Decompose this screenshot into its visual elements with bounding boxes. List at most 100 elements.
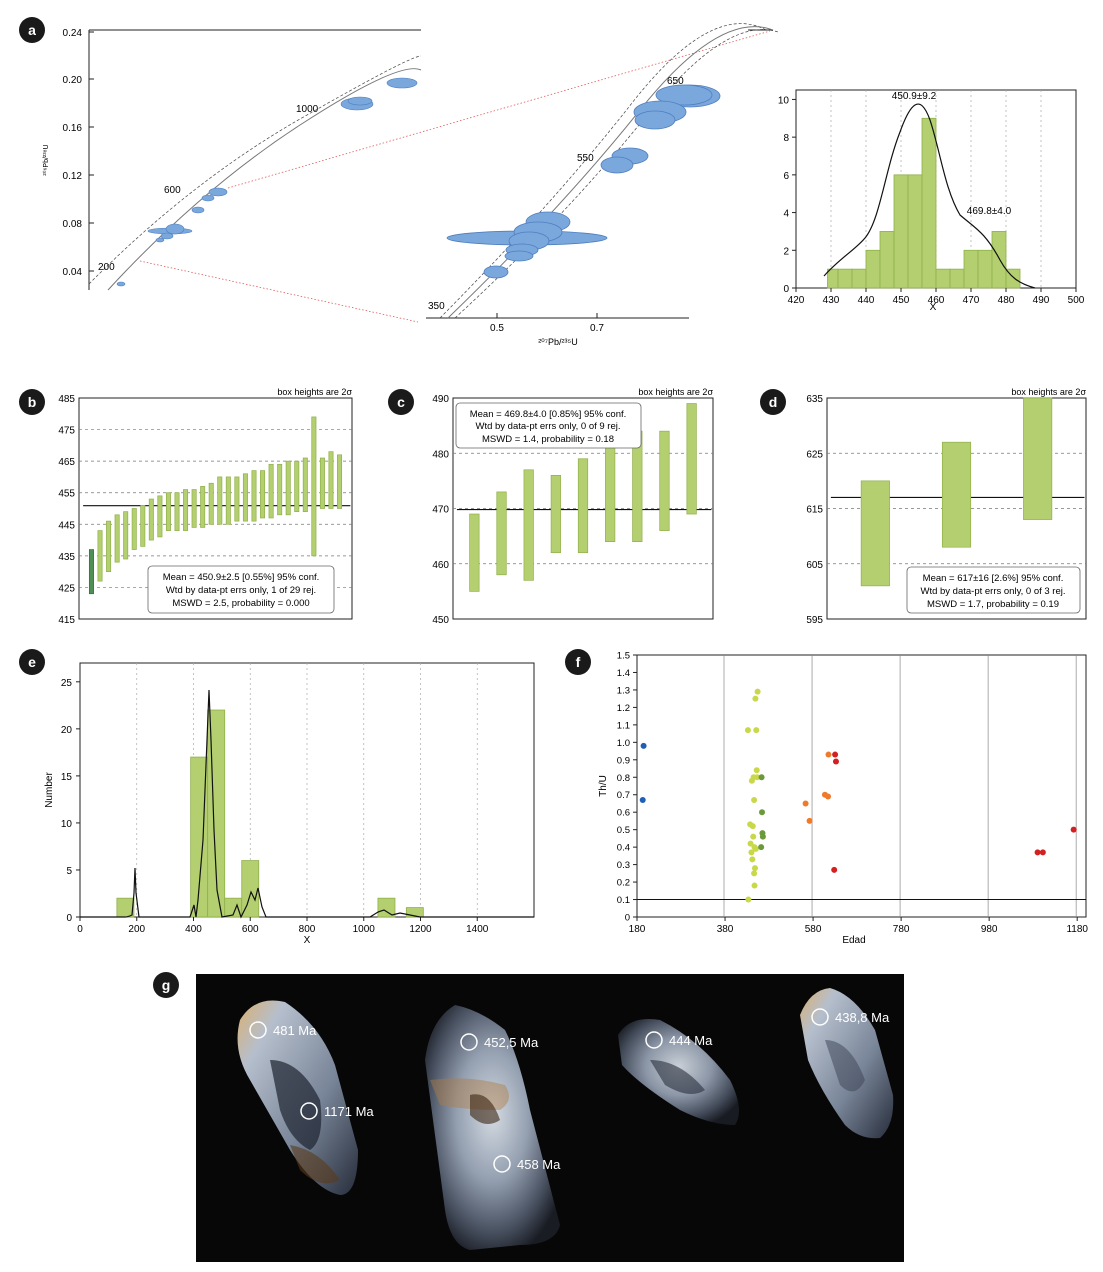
scatter-point	[832, 751, 839, 758]
scatter-point	[745, 896, 752, 903]
spot-age-label: 481 Ma	[273, 1023, 317, 1038]
panel-badge-e: e	[19, 649, 45, 675]
y-tick-label: 1.4	[617, 668, 630, 679]
histogram-bar	[879, 231, 895, 289]
scatter-point	[1070, 826, 1077, 833]
y-tick-label: 0.9	[617, 755, 630, 766]
x-tick-label: 500	[1068, 295, 1085, 306]
histogram-e-bars	[116, 709, 424, 918]
concordia-full-y-ticks: 0.24 0.20 0.16 0.12 0.08 0.04	[63, 28, 94, 278]
y-tick-label: 445	[58, 520, 75, 531]
x-tick-label: 0	[77, 924, 83, 935]
scatter-point	[802, 800, 809, 807]
x-tick-label: 380	[717, 924, 734, 935]
y-tick-label: 470	[432, 505, 449, 516]
stats-line: MSWD = 1.7, probability = 0.19	[927, 599, 1059, 610]
y-tick-label: 0.16	[63, 123, 83, 134]
scatter-point	[640, 742, 647, 749]
error-box	[337, 454, 343, 509]
error-box	[1023, 397, 1053, 520]
error-box	[686, 403, 697, 515]
error-box	[577, 458, 589, 554]
histogram-e-x-axis-label: X	[304, 935, 311, 946]
stats-line: Mean = 450.9±2.5 [0.55%] 95% conf.	[163, 572, 320, 583]
histogram-bar	[907, 174, 923, 289]
scatter-point	[750, 833, 757, 840]
histogram-e-grid	[136, 663, 478, 917]
x-tick-label: 420	[788, 295, 805, 306]
y-tick-label: 8	[783, 133, 789, 144]
box-height-note: box heights are 2σ	[1011, 387, 1086, 397]
scatter-point	[754, 688, 761, 695]
data-ellipse	[634, 110, 676, 130]
spot-age-label: 1171 Ma	[324, 1104, 374, 1119]
age-label: 350	[428, 301, 445, 312]
error-box	[285, 460, 291, 516]
weighted-mean-c-bars: 490 480 470 460 450	[432, 394, 713, 626]
data-ellipse	[116, 281, 126, 287]
panel-badge-d: d	[760, 389, 786, 415]
error-box	[106, 520, 112, 572]
error-box	[260, 470, 266, 519]
panel-letter-g: g	[162, 977, 171, 993]
scatter-point	[747, 840, 754, 847]
error-box	[941, 441, 972, 548]
panel-letter-b: b	[28, 394, 37, 410]
panel-badge-a: a	[19, 17, 45, 43]
box-height-note: box heights are 2σ	[277, 387, 352, 397]
zoom-connector-top	[227, 30, 771, 189]
error-box	[97, 530, 103, 582]
concordia-zoom-plot: 0.5 0.7 ²⁰⁷Pb/²³⁵U 650 550 350	[426, 23, 779, 347]
scatter-point	[758, 774, 765, 781]
spot-marker: 444 Ma	[645, 1031, 713, 1049]
histogram-bar	[935, 268, 951, 289]
x-tick-label: 200	[128, 924, 145, 935]
concordia-zoom-envelope-left	[439, 23, 767, 319]
y-tick-label: 15	[61, 772, 73, 783]
scatter-point	[751, 796, 758, 803]
histogram-bar	[241, 860, 260, 918]
histogram-bar	[977, 249, 993, 289]
data-ellipse	[600, 156, 634, 174]
y-tick-label: 0.08	[63, 219, 83, 230]
error-box	[277, 463, 283, 516]
scatter-point	[751, 865, 758, 872]
scatter-point	[749, 856, 756, 863]
y-tick-label: 0	[783, 284, 789, 295]
spot-age-label: 452,5 Ma	[484, 1035, 539, 1050]
y-tick-label: 25	[61, 678, 73, 689]
panel-letter-a: a	[28, 22, 36, 38]
scatter-point	[749, 823, 756, 830]
stats-line: MSWD = 1.4, probability = 0.18	[482, 434, 614, 445]
error-box	[268, 463, 274, 519]
x-tick-label: 400	[185, 924, 202, 935]
data-ellipse	[191, 206, 205, 214]
zircon-grain-4	[800, 988, 894, 1139]
y-tick-label: 1.1	[617, 720, 630, 731]
y-tick-label: 1.2	[617, 703, 630, 714]
error-box	[165, 492, 171, 531]
y-tick-label: 0.04	[63, 267, 83, 278]
histogram-bar	[851, 268, 867, 289]
concordia-curve	[107, 68, 422, 291]
weighted-mean-d: box heights are 2σ 635 625 615 605 595 Mean …	[806, 387, 1087, 626]
histogram-a-bars	[827, 117, 1021, 289]
x-tick-label: 440	[858, 295, 875, 306]
data-ellipse	[160, 232, 174, 240]
error-box	[469, 513, 480, 592]
age-label: 1000	[296, 104, 319, 115]
data-ellipse	[483, 265, 509, 279]
data-ellipse	[347, 96, 373, 106]
x-tick-label: 430	[823, 295, 840, 306]
y-tick-label: 485	[58, 394, 75, 405]
x-tick-label: 1400	[466, 924, 489, 935]
x-tick-label: 800	[299, 924, 316, 935]
error-box	[174, 492, 180, 531]
y-tick-label: 6	[783, 171, 789, 182]
age-label: 200	[98, 262, 115, 273]
spot-age-label: 458 Ma	[517, 1157, 561, 1172]
concordia-zoom-x-axis-label: ²⁰⁷Pb/²³⁵U	[538, 337, 578, 347]
scatter-point	[758, 844, 765, 851]
zircon-photo: 481 Ma 1171 Ma 452,5 Ma 458 Ma 444 Ma 43…	[196, 974, 904, 1262]
stats-box-d: Mean = 617±16 [2.6%] 95% conf. Wtd by da…	[906, 566, 1081, 614]
